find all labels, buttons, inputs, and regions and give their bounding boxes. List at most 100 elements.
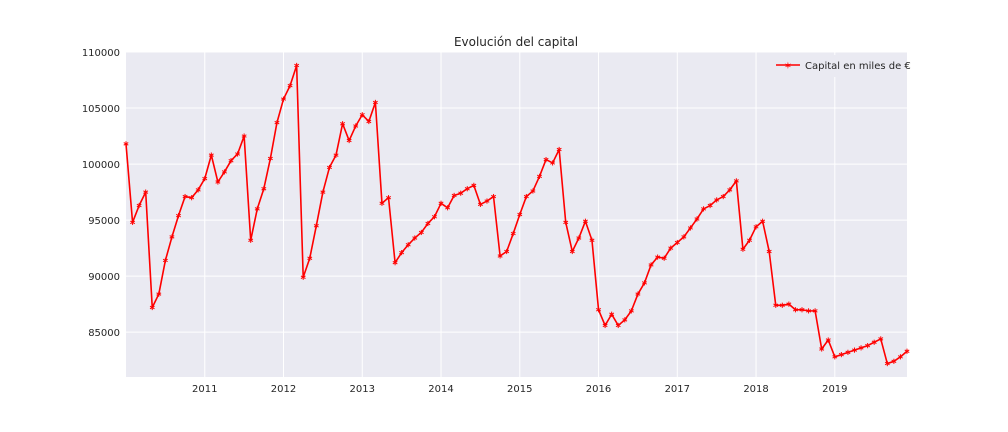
data-point [687, 225, 693, 231]
data-point [418, 229, 424, 236]
data-point [517, 211, 523, 218]
data-point [287, 83, 293, 89]
data-point [215, 179, 221, 185]
data-point [851, 347, 858, 353]
data-point [536, 173, 542, 179]
data-point [156, 291, 162, 297]
data-point [221, 169, 227, 175]
data-point [523, 193, 529, 200]
data-point [320, 189, 326, 195]
data-point [326, 164, 332, 171]
data-point [720, 193, 726, 200]
data-point [464, 186, 470, 192]
data-point [228, 158, 234, 164]
data-point [753, 224, 759, 230]
data-point [136, 202, 142, 209]
data-point [425, 220, 431, 227]
data-point [858, 345, 864, 351]
data-point [130, 219, 136, 225]
y-axis-ticks: 85000 90000 95000 100000 105000 110000 [82, 48, 120, 339]
data-point [182, 193, 188, 200]
x-tick-label: 2015 [507, 384, 532, 395]
data-point [609, 311, 615, 317]
data-point [510, 230, 516, 237]
data-point [891, 358, 897, 364]
data-point [596, 307, 602, 313]
data-point [491, 193, 497, 200]
x-axis-ticks: 2011 2012 2013 2014 2015 2016 2017 2018 2019 [192, 384, 848, 395]
data-point [897, 354, 903, 360]
data-point [707, 202, 713, 209]
x-tick-label: 2012 [271, 384, 296, 395]
data-point [681, 234, 687, 240]
data-point [235, 151, 241, 157]
data-point [241, 133, 247, 139]
x-tick-label: 2019 [822, 384, 847, 395]
data-point [175, 213, 182, 219]
data-point [300, 274, 306, 280]
data-point [655, 254, 661, 260]
data-point [602, 322, 608, 329]
data-point [884, 360, 890, 367]
data-point [143, 189, 149, 195]
data-point [471, 182, 477, 188]
series-line [125, 64, 908, 365]
x-tick-label: 2017 [665, 384, 690, 395]
data-point [195, 187, 201, 193]
data-point [740, 246, 746, 252]
data-point [445, 205, 451, 211]
data-point [878, 336, 884, 342]
y-tick-label: 95000 [88, 216, 120, 227]
data-point [563, 219, 569, 225]
data-point [701, 206, 707, 212]
x-tick-label: 2013 [350, 384, 375, 395]
data-point [569, 248, 575, 255]
x-tick-label: 2018 [743, 384, 768, 395]
data-point [550, 160, 556, 166]
data-point [267, 155, 273, 162]
y-tick-label: 110000 [82, 48, 120, 59]
data-point [556, 146, 562, 153]
data-point [399, 250, 405, 256]
x-tick-label: 2011 [192, 384, 217, 395]
data-point [392, 260, 398, 266]
data-point [386, 195, 392, 201]
y-tick-label: 105000 [82, 104, 120, 115]
plot-area [126, 52, 907, 377]
data-point [202, 176, 208, 182]
data-point [628, 308, 634, 314]
data-point [313, 223, 319, 229]
data-point [340, 121, 346, 127]
data-point [582, 218, 588, 224]
data-point [189, 195, 195, 201]
data-point [458, 190, 464, 196]
data-point [825, 337, 831, 343]
data-point [254, 206, 260, 212]
data-point [727, 187, 733, 193]
data-point [438, 200, 444, 206]
data-point [865, 343, 871, 349]
data-point [162, 257, 168, 264]
data-point [123, 141, 129, 147]
data-point [904, 348, 910, 354]
data-point [261, 186, 267, 192]
data-point [576, 235, 582, 241]
data-point [615, 322, 621, 329]
data-point [661, 255, 667, 261]
data-point [806, 308, 812, 314]
data-point [622, 317, 628, 323]
data-point [792, 307, 798, 313]
data-point [248, 237, 254, 243]
data-point [773, 302, 779, 308]
data-point [543, 156, 549, 163]
data-point [733, 178, 739, 184]
legend-label: Capital en miles de € [805, 61, 911, 72]
data-point [149, 304, 155, 311]
data-point [845, 349, 851, 355]
data-point [694, 216, 700, 222]
data-point [819, 346, 825, 352]
data-point [169, 234, 175, 240]
series-markers [123, 62, 910, 367]
data-point [307, 255, 313, 261]
